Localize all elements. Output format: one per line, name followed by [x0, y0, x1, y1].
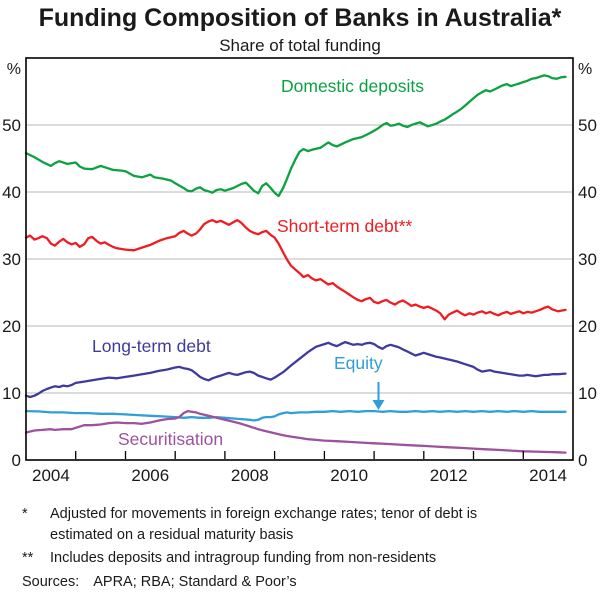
line-chart: 2004 2006 2008 2010 2012 2014 0 0 10 10 20 20 30 30 40…: [2, 57, 597, 485]
series-label-long-term-debt: Long-term debt: [92, 336, 211, 356]
sources-line: Sources: APRA; RBA; Standard & Poor’s: [22, 572, 582, 593]
y-unit-right: %: [578, 61, 592, 78]
y-unit-left: %: [7, 61, 21, 78]
series-label-securitisation: Securitisation: [118, 429, 224, 449]
footnote-1-marker: *: [22, 506, 28, 522]
y-label-left-0: 0: [12, 451, 21, 470]
y-label-left-50: 50: [2, 116, 21, 135]
footnote-1-text: Adjusted for movements in foreign exchan…: [50, 506, 478, 543]
x-label-2008: 2008: [231, 466, 269, 485]
series-line-4: [24, 409, 567, 454]
plot-frame: [25, 57, 574, 461]
x-label-2012: 2012: [430, 466, 468, 485]
y-label-right-30: 30: [578, 250, 597, 269]
y-label-left-10: 10: [2, 384, 21, 403]
x-label-2006: 2006: [131, 466, 169, 485]
y-label-right-0: 0: [578, 451, 587, 470]
footnote-2: ** Includes deposits and intragroup fund…: [22, 548, 582, 569]
footnote-2-marker: **: [22, 550, 34, 566]
series-label-domestic-deposits: Domestic deposits: [281, 76, 424, 96]
sources-text: APRA; RBA; Standard & Poor’s: [93, 574, 297, 590]
series-line-1: [24, 218, 567, 321]
y-label-left-40: 40: [2, 183, 21, 202]
y-label-right-20: 20: [578, 317, 597, 336]
equity-arrow-head: [372, 400, 385, 410]
series-line-2: [24, 340, 567, 399]
x-label-2010: 2010: [330, 466, 368, 485]
series-label-short-term-debt: Short-term debt**: [277, 216, 413, 236]
footnotes-block: * Adjusted for movements in foreign exch…: [22, 504, 582, 593]
series-label-equity: Equity: [334, 353, 383, 373]
y-label-right-50: 50: [578, 116, 597, 135]
y-label-right-40: 40: [578, 183, 597, 202]
x-label-2004: 2004: [32, 466, 70, 485]
chart-subtitle: Share of total funding: [219, 36, 381, 55]
footnote-2-text: Includes deposits and intragroup funding…: [50, 550, 437, 566]
y-label-left-30: 30: [2, 250, 21, 269]
x-label-2014: 2014: [529, 466, 567, 485]
sources-label: Sources:: [22, 574, 80, 590]
y-label-left-20: 20: [2, 317, 21, 336]
chart-title: Funding Composition of Banks in Australi…: [38, 4, 562, 32]
series-line-3: [24, 409, 567, 422]
series-line-0: [24, 74, 567, 198]
y-label-right-10: 10: [578, 384, 597, 403]
footnote-1: * Adjusted for movements in foreign exch…: [22, 504, 582, 546]
